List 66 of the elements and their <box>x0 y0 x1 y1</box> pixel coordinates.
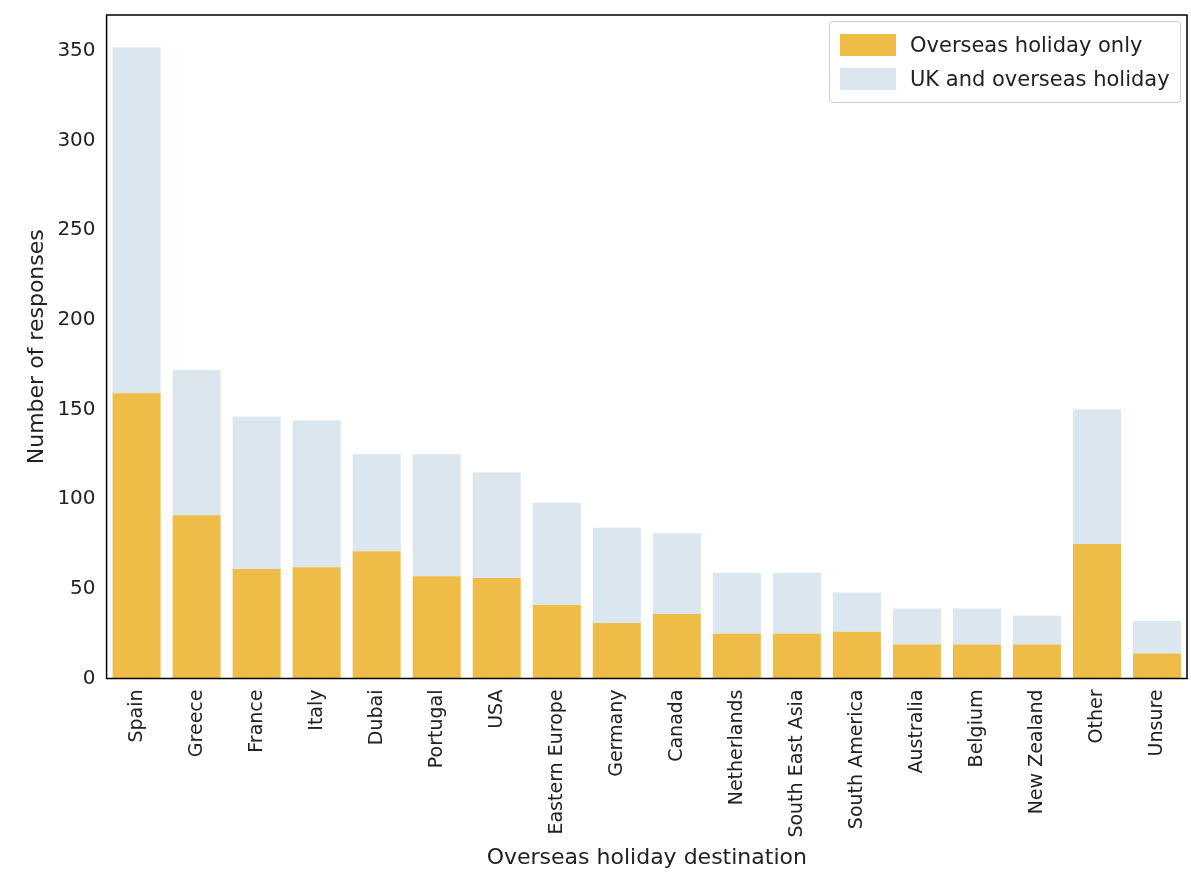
bar <box>532 604 581 679</box>
x-tick-label: Germany <box>603 689 626 777</box>
bar <box>952 644 1001 679</box>
y-tick-label: 50 <box>70 575 96 600</box>
x-tick-label: Portugal <box>423 689 446 769</box>
x-tick-label: Australia <box>903 689 926 774</box>
bar <box>292 420 341 568</box>
x-tick-label: France <box>243 689 266 753</box>
bar <box>772 572 821 634</box>
bar <box>532 502 581 605</box>
y-axis-title: Number of responses <box>22 229 48 465</box>
y-tick-label: 150 <box>57 395 96 420</box>
bar <box>652 533 701 614</box>
x-tick-label: South America <box>843 689 866 830</box>
legend-label: Overseas holiday only <box>910 32 1143 59</box>
y-tick-label: 300 <box>57 126 96 151</box>
bar <box>652 613 701 679</box>
bar <box>772 633 821 679</box>
x-tick-label: Dubai <box>363 689 386 746</box>
x-tick-label: Spain <box>123 689 146 743</box>
bar <box>832 592 881 632</box>
bar <box>1012 644 1061 679</box>
bar <box>1012 615 1061 645</box>
bar <box>712 633 761 679</box>
x-tick-label: Canada <box>663 689 686 762</box>
bar <box>592 527 641 623</box>
x-tick-label: Other <box>1083 689 1106 744</box>
bar <box>952 608 1001 645</box>
bar <box>472 472 521 579</box>
bar <box>112 47 161 394</box>
bar <box>892 608 941 645</box>
x-tick-label: Italy <box>303 689 326 731</box>
bar <box>172 515 221 679</box>
x-tick-label: USA <box>483 689 506 729</box>
x-tick-label: Greece <box>183 689 206 758</box>
bar <box>892 644 941 679</box>
bar <box>352 454 401 552</box>
x-axis-title: Overseas holiday destination <box>486 843 807 869</box>
y-tick-label: 350 <box>57 37 96 62</box>
bar <box>292 567 341 679</box>
y-tick-label: 200 <box>57 306 96 331</box>
bar <box>412 576 461 679</box>
bar <box>352 551 401 679</box>
bar <box>1132 653 1181 679</box>
bar <box>412 454 461 577</box>
x-tick-label: Netherlands <box>723 689 746 806</box>
bar <box>472 578 521 679</box>
bar <box>232 416 281 570</box>
x-tick-label: Belgium <box>963 689 986 768</box>
y-tick-label: 250 <box>57 216 96 241</box>
y-tick-label: 0 <box>82 664 96 689</box>
y-tick-label: 100 <box>57 485 96 510</box>
x-tick-label: New Zealand <box>1023 689 1046 815</box>
bar <box>1132 621 1181 654</box>
x-tick-label: South East Asia <box>783 689 806 838</box>
bar <box>112 393 161 679</box>
bar <box>1072 409 1121 544</box>
x-tick-label: Unsure <box>1143 689 1166 757</box>
bar <box>592 622 641 679</box>
bar <box>172 370 221 516</box>
bar <box>712 572 761 634</box>
x-tick-label: Eastern Europe <box>543 689 566 835</box>
bar <box>1072 544 1121 679</box>
bar <box>232 569 281 679</box>
legend-label: UK and overseas holiday <box>910 66 1170 93</box>
bar <box>832 631 881 679</box>
